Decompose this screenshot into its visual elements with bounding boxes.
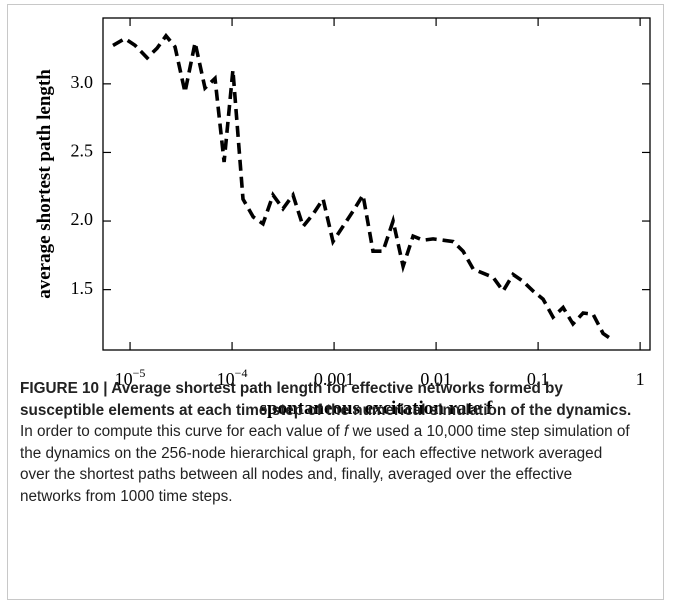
y-tick-label: 3.0 xyxy=(71,72,94,92)
caption-variable: f xyxy=(343,423,349,440)
y-tick-label: 2.0 xyxy=(71,209,94,229)
caption-heading: FIGURE 10 | Average shortest path length… xyxy=(20,380,632,419)
x-tick-base: 10 xyxy=(217,369,235,389)
plot-frame xyxy=(102,17,651,351)
x-axis-label: spontaneous excitation rate f xyxy=(260,398,493,419)
x-tick-label: 0.01 xyxy=(420,369,452,389)
y-tick-label: 2.5 xyxy=(71,141,94,161)
x-tick-label: 10−5 xyxy=(115,366,146,389)
y-axis-label: average shortest path length xyxy=(34,69,55,299)
caption-text: In order to compute this curve for each … xyxy=(20,423,344,440)
x-tick-base: 10 xyxy=(115,369,133,389)
y-tick-label: 1.5 xyxy=(71,278,94,298)
x-tick-exponent: −4 xyxy=(235,366,248,380)
caption-text: we used a 10,000 time step simulation of… xyxy=(20,423,630,505)
x-tick-label: 0.1 xyxy=(527,369,550,389)
caption: FIGURE 10 | Average shortest path length… xyxy=(20,378,632,507)
figure-frame xyxy=(7,4,664,600)
x-tick-exponent: −5 xyxy=(133,366,146,380)
data-line xyxy=(112,32,615,342)
x-tick-label: 0.001 xyxy=(314,369,355,389)
x-tick-label: 1 xyxy=(636,369,645,389)
x-tick-label: 10−4 xyxy=(217,366,248,389)
